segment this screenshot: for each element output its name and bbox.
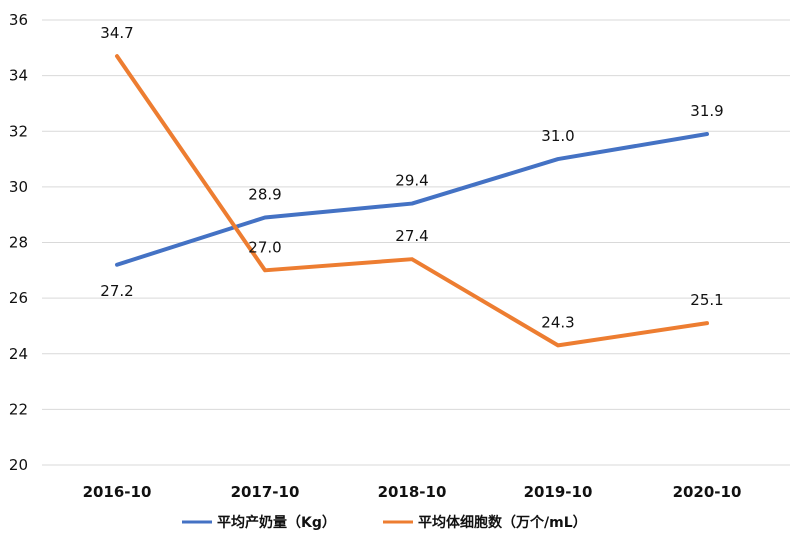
x-tick-label: 2020-10	[673, 483, 742, 501]
legend: 平均产奶量（Kg） 平均体细胞数（万个/mL）	[182, 514, 587, 531]
series-lines	[115, 54, 709, 348]
x-tick-label: 2016-10	[83, 483, 152, 501]
data-label: 27.4	[395, 227, 428, 245]
y-tick-label: 26	[9, 289, 28, 307]
y-tick-label: 34	[9, 67, 28, 85]
y-tick-label: 24	[9, 345, 28, 363]
data-label: 31.0	[541, 127, 574, 145]
data-label: 31.9	[690, 102, 723, 120]
data-label: 25.1	[690, 291, 723, 309]
data-label: 27.0	[248, 238, 281, 256]
legend-label-milk: 平均产奶量（Kg）	[217, 514, 336, 531]
y-axis-ticks: 20 22 24 26 28 30 32 34 36	[9, 11, 28, 474]
y-tick-label: 22	[9, 400, 28, 418]
data-label: 29.4	[395, 172, 428, 190]
data-label: 28.9	[248, 185, 281, 203]
data-label: 34.7	[100, 24, 133, 42]
legend-label-scc: 平均体细胞数（万个/mL）	[418, 514, 587, 531]
x-tick-label: 2018-10	[378, 483, 447, 501]
x-tick-label: 2017-10	[231, 483, 300, 501]
x-axis-ticks: 2016-10 2017-10 2018-10 2019-10 2020-10	[83, 483, 742, 501]
y-tick-label: 32	[9, 122, 28, 140]
data-labels: 27.2 28.9 29.4 31.0 31.9 34.7 27.0 27.4 24.3 25.1	[100, 24, 723, 331]
y-tick-label: 36	[9, 11, 28, 29]
legend-item-scc: 平均体细胞数（万个/mL）	[383, 514, 587, 531]
data-label: 27.2	[100, 282, 133, 300]
x-tick-label: 2019-10	[524, 483, 593, 501]
series-line-1	[115, 54, 709, 348]
y-tick-label: 20	[9, 456, 28, 474]
y-tick-label: 28	[9, 234, 28, 252]
data-label: 24.3	[541, 313, 574, 331]
y-tick-label: 30	[9, 178, 28, 196]
legend-item-milk: 平均产奶量（Kg）	[182, 514, 336, 531]
